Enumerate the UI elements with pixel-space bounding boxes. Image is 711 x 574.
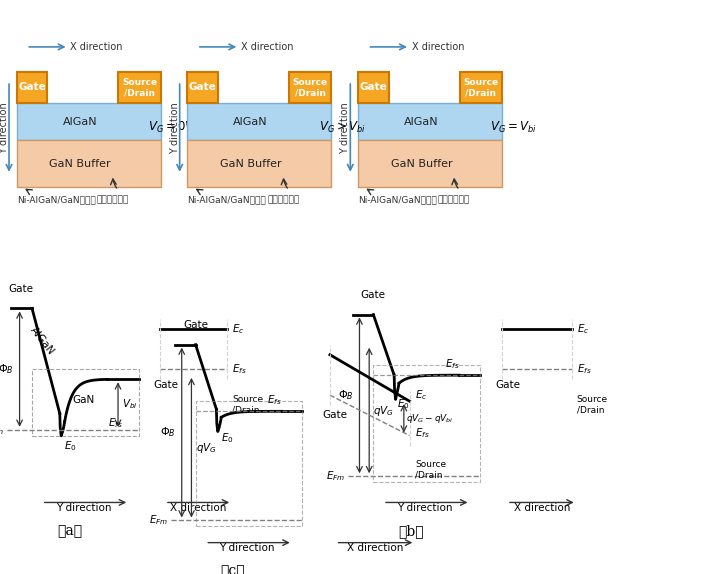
Text: X direction: X direction xyxy=(171,503,227,513)
Text: $\Phi_B$: $\Phi_B$ xyxy=(161,425,176,440)
Bar xyxy=(188,72,218,103)
Text: $E_c$: $E_c$ xyxy=(415,388,428,402)
Bar xyxy=(119,72,161,103)
Text: $E_0$: $E_0$ xyxy=(64,439,77,453)
Text: GaN Buffer: GaN Buffer xyxy=(49,159,111,169)
Text: Gate: Gate xyxy=(360,83,387,92)
Text: AlGaN: AlGaN xyxy=(28,325,55,357)
Text: Gate: Gate xyxy=(18,83,46,92)
Text: $E_{fs}$: $E_{fs}$ xyxy=(445,357,460,371)
Bar xyxy=(188,141,331,187)
Bar xyxy=(17,72,48,103)
Text: Ni-AlGaN/GaN异质结: Ni-AlGaN/GaN异质结 xyxy=(188,196,266,205)
Text: $E_c$: $E_c$ xyxy=(577,322,589,336)
Text: （a）: （a） xyxy=(57,523,82,538)
Text: $E_{Fm}$: $E_{Fm}$ xyxy=(326,470,346,483)
Text: $V_G>V_{bi}$: $V_G>V_{bi}$ xyxy=(319,121,366,135)
Text: $E_0$: $E_0$ xyxy=(220,432,233,445)
Text: $V_G=V_{bi}$: $V_G=V_{bi}$ xyxy=(490,121,537,135)
Bar xyxy=(358,72,389,103)
Bar xyxy=(17,141,161,187)
Text: AlGaN: AlGaN xyxy=(404,117,439,127)
Text: $E_{fs}$: $E_{fs}$ xyxy=(267,393,282,407)
Text: Gate: Gate xyxy=(154,380,178,390)
Bar xyxy=(460,72,502,103)
Text: Ni-AlGaN/GaN异质结: Ni-AlGaN/GaN异质结 xyxy=(17,196,95,205)
Bar xyxy=(188,103,331,141)
Text: $qV_G$: $qV_G$ xyxy=(196,441,217,455)
Text: Y direction: Y direction xyxy=(219,543,274,553)
Text: Y direction: Y direction xyxy=(55,503,111,513)
Text: Gate: Gate xyxy=(9,284,33,294)
Text: $E_{fs}$: $E_{fs}$ xyxy=(108,416,122,429)
Bar xyxy=(358,103,502,141)
Text: $E_{fs}$: $E_{fs}$ xyxy=(232,362,247,376)
Text: $qV_G-qV_{bi}$: $qV_G-qV_{bi}$ xyxy=(406,412,454,425)
Text: $E_{Fm}$: $E_{Fm}$ xyxy=(149,514,168,528)
Text: GaN Buffer: GaN Buffer xyxy=(390,159,452,169)
Text: Source
/Drain: Source /Drain xyxy=(122,77,157,97)
Text: Y direction: Y direction xyxy=(0,102,9,154)
Text: Gate: Gate xyxy=(322,410,347,420)
Text: GaN Buffer: GaN Buffer xyxy=(220,159,282,169)
Text: Y direction: Y direction xyxy=(397,503,452,513)
Text: Ni-AlGaN/GaN异质结: Ni-AlGaN/GaN异质结 xyxy=(358,196,437,205)
Bar xyxy=(289,72,331,103)
Text: $\Phi_B$: $\Phi_B$ xyxy=(0,362,14,376)
Text: Source
/Drain: Source /Drain xyxy=(577,395,608,415)
Text: $V_G=0V$: $V_G=0V$ xyxy=(148,121,196,135)
Text: Gate: Gate xyxy=(189,83,217,92)
Text: X direction: X direction xyxy=(241,42,294,52)
Text: Source
/Drain: Source /Drain xyxy=(464,77,498,97)
Text: Gate: Gate xyxy=(361,290,386,300)
Text: Source
/Drain: Source /Drain xyxy=(415,460,447,479)
Text: X direction: X direction xyxy=(412,42,464,52)
Text: Gate: Gate xyxy=(495,380,520,390)
Text: AlGaN: AlGaN xyxy=(233,117,268,127)
Text: 沟道有源电阵: 沟道有源电阵 xyxy=(438,196,470,205)
Text: $\Phi_B$: $\Phi_B$ xyxy=(338,389,354,402)
Text: $E_0$: $E_0$ xyxy=(397,397,410,412)
Text: Gate: Gate xyxy=(183,320,208,331)
Bar xyxy=(358,141,502,187)
Text: Source
/Drain: Source /Drain xyxy=(232,395,263,415)
Text: GaN: GaN xyxy=(73,395,95,405)
Text: $V_{bi}$: $V_{bi}$ xyxy=(122,398,138,412)
Text: X direction: X direction xyxy=(70,42,123,52)
Text: X direction: X direction xyxy=(347,543,404,553)
Text: $E_{fs}$: $E_{fs}$ xyxy=(415,426,430,440)
Text: $E_c$: $E_c$ xyxy=(232,322,245,336)
Text: （b）: （b） xyxy=(398,523,424,538)
Text: $qV_G$: $qV_G$ xyxy=(373,404,395,417)
Text: AlGaN: AlGaN xyxy=(63,117,97,127)
Bar xyxy=(17,103,161,141)
Text: （c）: （c） xyxy=(220,564,245,574)
Text: X direction: X direction xyxy=(513,503,570,513)
Text: 沟道有源电阵: 沟道有源电阵 xyxy=(97,196,129,205)
Text: Source
/Drain: Source /Drain xyxy=(293,77,328,97)
Text: $E_{fs}$: $E_{fs}$ xyxy=(577,362,592,376)
Text: 沟道有源电阵: 沟道有源电阵 xyxy=(267,196,299,205)
Text: $E_{Fm}$: $E_{Fm}$ xyxy=(0,423,4,437)
Text: Y direction: Y direction xyxy=(170,102,180,154)
Text: Y direction: Y direction xyxy=(341,102,351,154)
